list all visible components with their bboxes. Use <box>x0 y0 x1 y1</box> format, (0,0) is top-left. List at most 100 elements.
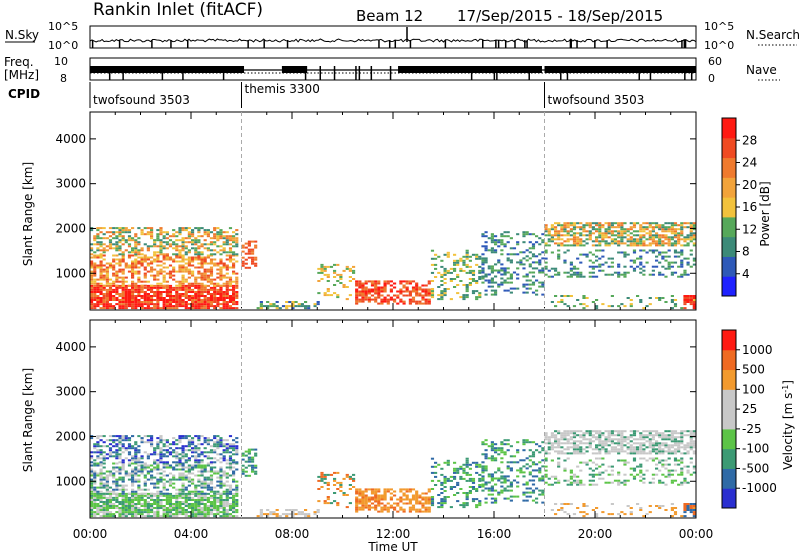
power-return <box>166 287 169 289</box>
velocity-return <box>204 447 207 449</box>
velocity-return <box>188 503 191 505</box>
velocity-return <box>169 483 172 485</box>
velocity-return <box>494 443 497 445</box>
power-return <box>608 236 611 238</box>
velocity-return <box>201 443 204 445</box>
power-return <box>197 267 200 269</box>
velocity-return <box>188 511 191 513</box>
power-return <box>103 297 106 299</box>
velocity-return <box>137 489 140 491</box>
velocity-return <box>216 513 219 515</box>
velocity-return <box>178 511 181 513</box>
power-return <box>131 289 134 291</box>
velocity-return <box>134 451 137 453</box>
power-return <box>100 293 103 295</box>
power-return <box>541 241 544 243</box>
power-return <box>377 287 380 289</box>
power-return <box>109 289 112 291</box>
velocity-return <box>112 473 115 475</box>
power-return <box>141 297 144 299</box>
velocity-return <box>535 475 538 477</box>
velocity-return <box>396 511 399 513</box>
power-return <box>298 303 301 305</box>
velocity-return <box>197 453 200 455</box>
velocity-return <box>384 497 387 499</box>
power-return <box>421 285 424 287</box>
velocity-return <box>153 513 156 515</box>
power-return <box>194 305 197 307</box>
velocity-return <box>317 480 320 482</box>
power-return <box>156 233 159 235</box>
velocity-return <box>100 485 103 487</box>
velocity-return <box>219 453 222 455</box>
power-return <box>150 231 153 233</box>
velocity-return <box>459 466 462 468</box>
velocity-return <box>232 453 235 455</box>
velocity-return <box>201 495 204 497</box>
power-return <box>582 226 585 228</box>
power-return <box>677 234 680 236</box>
velocity-return <box>532 441 535 443</box>
velocity-return <box>605 438 608 440</box>
velocity-return <box>131 505 134 507</box>
plot-title: Rankin Inlet (fitACF) <box>93 0 263 20</box>
velocity-return <box>592 434 595 436</box>
velocity-return <box>513 455 516 457</box>
velocity-return <box>320 480 323 482</box>
power-return <box>601 256 604 258</box>
velocity-return <box>406 491 409 493</box>
power-return <box>560 234 563 236</box>
velocity-return <box>361 499 364 501</box>
colorbar-tick-label: 28 <box>742 133 757 147</box>
power-return <box>317 272 320 274</box>
power-return <box>658 236 661 238</box>
power-return <box>163 237 166 239</box>
velocity-return <box>207 499 210 501</box>
power-return <box>403 280 406 282</box>
power-return <box>166 233 169 235</box>
power-return <box>266 301 269 303</box>
velocity-return <box>93 471 96 473</box>
power-return <box>197 263 200 265</box>
velocity-return <box>664 446 667 448</box>
velocity-return <box>182 453 185 455</box>
power-return <box>608 242 611 244</box>
velocity-return <box>655 430 658 432</box>
power-return <box>690 222 693 224</box>
power-return <box>219 261 222 263</box>
velocity-return <box>582 434 585 436</box>
velocity-return <box>219 511 222 513</box>
power-return <box>586 297 589 299</box>
power-return <box>112 237 115 239</box>
velocity-return <box>100 499 103 501</box>
power-return <box>371 280 374 282</box>
power-return <box>693 238 696 240</box>
velocity-return <box>163 443 166 445</box>
power-return <box>522 231 525 233</box>
power-return <box>437 286 440 288</box>
power-return <box>134 235 137 237</box>
power-return <box>491 251 494 253</box>
power-return <box>646 222 649 224</box>
velocity-return <box>374 497 377 499</box>
velocity-return <box>100 471 103 473</box>
power-return <box>229 247 232 249</box>
power-return <box>232 235 235 237</box>
velocity-return <box>472 500 475 502</box>
velocity-return <box>466 462 469 464</box>
power-return <box>156 305 159 307</box>
velocity-return <box>504 475 507 477</box>
velocity-return <box>390 505 393 507</box>
velocity-return <box>188 469 191 471</box>
power-return <box>109 245 112 247</box>
velocity-return <box>447 462 450 464</box>
power-return <box>551 226 554 228</box>
power-return <box>235 239 238 241</box>
velocity-return <box>197 495 200 497</box>
power-return <box>194 253 197 255</box>
power-return <box>100 279 103 281</box>
velocity-return <box>207 437 210 439</box>
velocity-return <box>592 452 595 454</box>
power-return <box>481 233 484 235</box>
power-return <box>207 231 210 233</box>
